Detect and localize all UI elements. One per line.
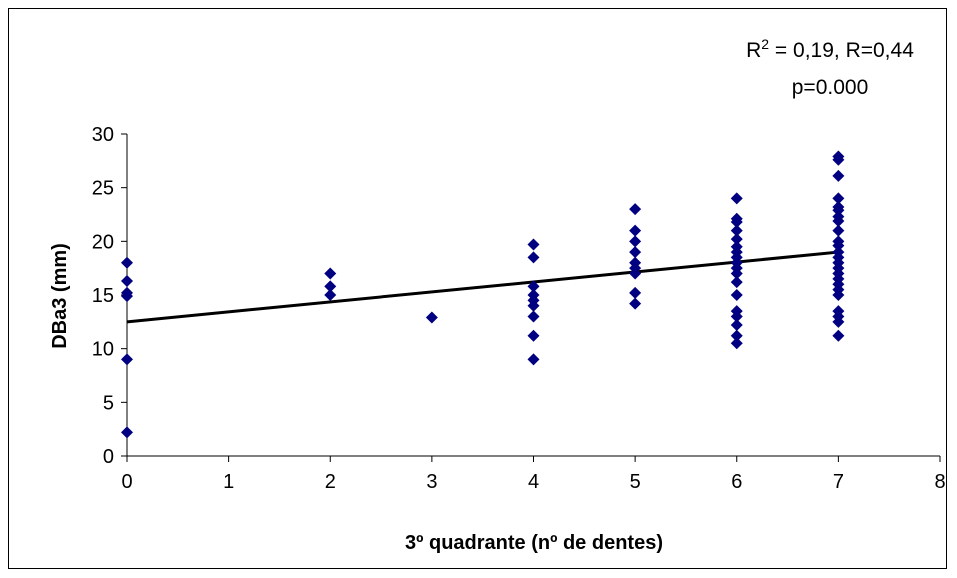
x-tick-label: 4	[528, 471, 539, 493]
data-point	[730, 276, 743, 289]
data-point	[121, 290, 133, 303]
x-tick-label: 0	[121, 471, 132, 493]
data-point	[629, 203, 642, 216]
data-point	[730, 329, 743, 342]
data-point	[527, 251, 540, 264]
r2-annotation: R2 = 0,19, R=0,44	[746, 36, 914, 62]
data-point	[832, 153, 845, 166]
data-point	[730, 192, 743, 205]
y-tick-label: 30	[92, 124, 114, 146]
x-tick-label: 6	[731, 471, 742, 493]
trendline	[126, 250, 839, 324]
x-tick-label: 3	[426, 471, 437, 493]
data-point	[629, 267, 642, 280]
data-point	[730, 216, 743, 229]
data-point	[832, 169, 845, 182]
data-point	[324, 289, 337, 301]
data-point	[527, 238, 540, 251]
data-point	[832, 214, 845, 227]
data-point	[832, 315, 845, 328]
y-tick-label: 5	[103, 392, 114, 414]
data-point	[832, 204, 845, 217]
data-point	[527, 310, 540, 323]
chart-frame	[8, 8, 947, 569]
y-tick-label: 20	[92, 231, 114, 253]
data-point	[730, 337, 743, 350]
p-value-annotation: p=0.000	[792, 76, 869, 99]
data-point	[121, 256, 133, 269]
x-tick-label: 8	[934, 471, 945, 493]
data-points	[121, 150, 845, 439]
data-point	[730, 289, 743, 301]
data-point	[730, 224, 743, 237]
data-point	[527, 280, 540, 293]
data-point	[121, 275, 133, 288]
x-tick-label: 7	[833, 471, 844, 493]
x-axis-label: 3º quadrante (nº de dentes)	[405, 532, 663, 554]
data-point	[730, 267, 743, 280]
data-point	[832, 224, 845, 237]
y-tick-label: 15	[92, 285, 114, 307]
y-tick-label: 10	[92, 339, 114, 361]
data-point	[527, 299, 540, 312]
r2-base: R	[746, 39, 761, 62]
r2-superscript: 2	[761, 36, 769, 52]
data-point	[629, 246, 642, 259]
data-point	[832, 192, 845, 205]
x-tick-label: 5	[630, 471, 641, 493]
x-tick-label: 1	[223, 471, 234, 493]
data-point	[527, 329, 540, 342]
data-point	[324, 267, 337, 280]
y-axis-label: DBa3 (mm)	[49, 243, 71, 349]
data-point	[425, 311, 438, 324]
y-tick-label: 25	[92, 178, 114, 200]
tick-labels: 0 5 10 15 20 25 30 0 1 2 3 4 5 6 7 8	[92, 124, 946, 493]
data-point	[730, 310, 743, 323]
r2-rest: = 0,19, R=0,44	[769, 39, 914, 62]
data-point	[730, 319, 743, 332]
data-point	[832, 239, 845, 252]
data-point	[629, 224, 642, 237]
data-point	[629, 297, 642, 310]
data-point	[832, 329, 845, 342]
data-point	[629, 286, 642, 299]
y-tick-label: 0	[103, 446, 114, 468]
data-point	[730, 233, 743, 246]
data-point	[832, 289, 845, 301]
data-point	[121, 426, 133, 439]
x-tick-label: 2	[325, 471, 336, 493]
data-point	[629, 235, 642, 248]
data-point	[527, 353, 540, 366]
data-point	[324, 280, 337, 293]
data-point	[121, 353, 133, 366]
